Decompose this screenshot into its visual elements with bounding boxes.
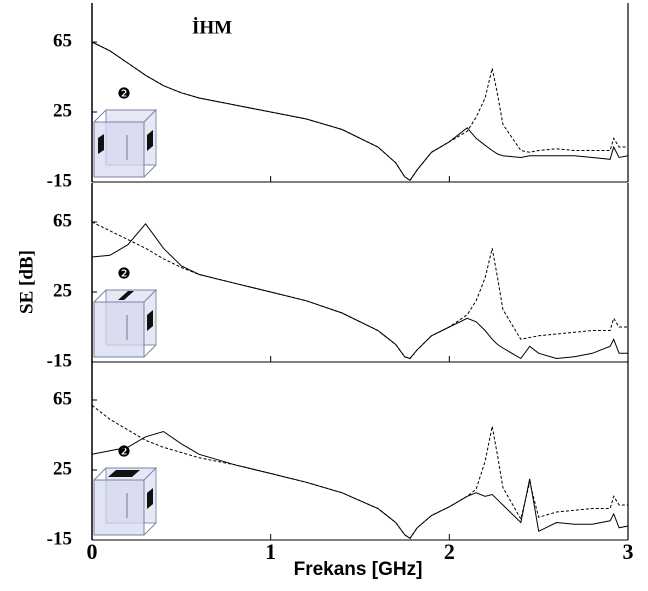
cube-icon xyxy=(93,289,158,358)
cube-front xyxy=(93,479,145,536)
x-axis-label: Frekans [GHz] xyxy=(294,559,423,580)
annotation: ❷ xyxy=(117,85,130,103)
series-line xyxy=(91,222,628,360)
series-line xyxy=(91,221,628,360)
y-tick-label: -15 xyxy=(47,528,72,549)
aperture xyxy=(108,470,140,477)
cube-edge xyxy=(143,164,157,178)
y-axis-label: SE [dB] xyxy=(16,250,37,314)
y-tick-label: 65 xyxy=(53,210,72,231)
cube-icon xyxy=(93,109,158,178)
cube-edge xyxy=(93,289,158,303)
y-tick-label: -15 xyxy=(47,350,72,371)
y-tick-label: 65 xyxy=(53,388,72,409)
series-line xyxy=(91,404,628,539)
aperture xyxy=(147,310,153,331)
x-tick-label: 2 xyxy=(444,539,455,564)
cube-icon xyxy=(93,467,158,536)
cube-edge xyxy=(93,467,158,481)
annotation: ❷ xyxy=(117,265,130,283)
annotation: ❷ xyxy=(117,443,130,461)
cube-edge xyxy=(93,109,158,123)
y-tick-label: -15 xyxy=(47,170,72,191)
cube-edge xyxy=(143,522,157,536)
aperture xyxy=(147,488,153,509)
aperture xyxy=(147,130,153,151)
x-tick-label: 0 xyxy=(87,539,98,564)
series-line xyxy=(91,41,629,181)
cube-front xyxy=(93,301,145,358)
y-tick-label: 65 xyxy=(53,30,72,51)
y-tick-label: 25 xyxy=(53,280,72,301)
series-line xyxy=(91,41,628,181)
series-line xyxy=(91,430,629,539)
chart-title: İHM xyxy=(192,17,232,38)
x-tick-label: 1 xyxy=(265,539,276,564)
aperture xyxy=(118,291,134,300)
x-tick-label: 3 xyxy=(623,539,634,564)
y-tick-label: 25 xyxy=(53,100,72,121)
y-tick-label: 25 xyxy=(53,458,72,479)
aperture xyxy=(98,134,104,154)
cube-edge xyxy=(143,344,157,358)
